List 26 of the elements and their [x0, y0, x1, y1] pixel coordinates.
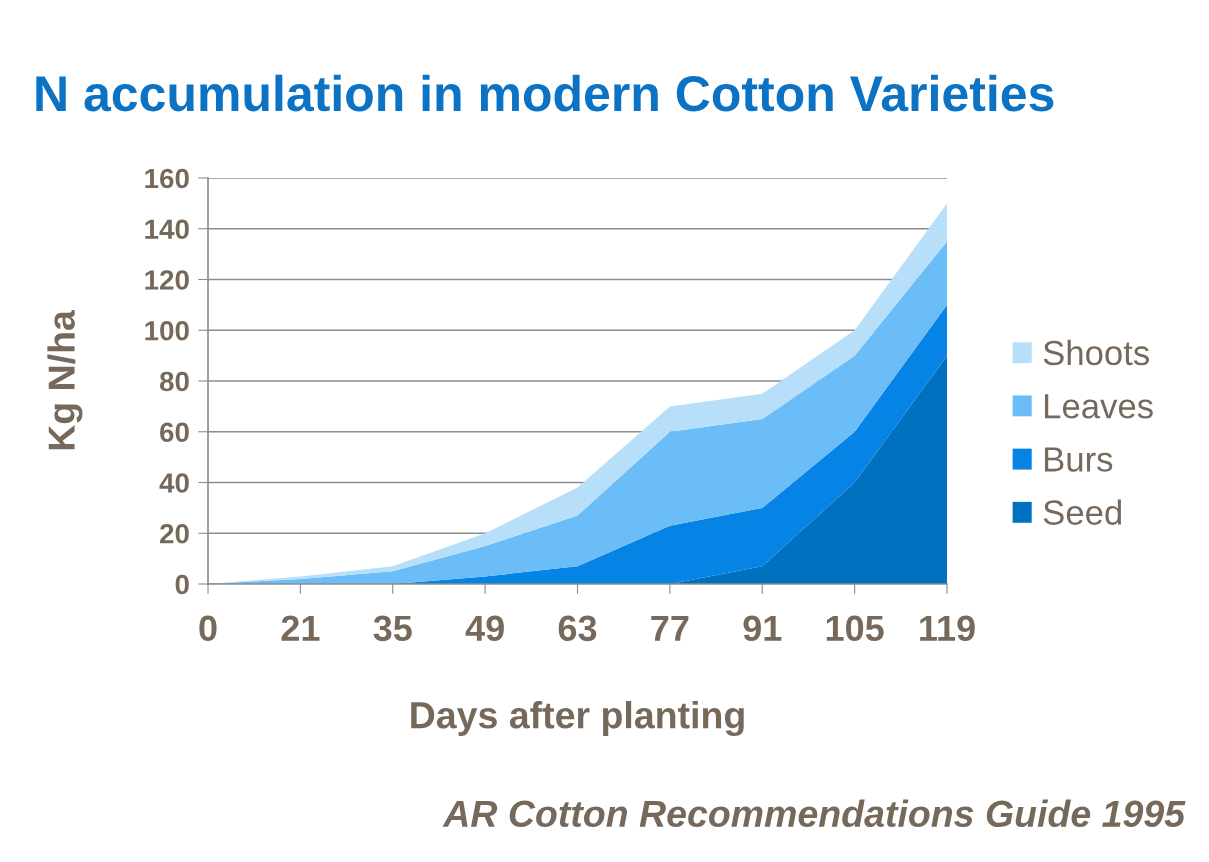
y-tick-label: 40 — [159, 473, 189, 493]
y-tick-label: 60 — [160, 422, 189, 443]
x-tick-label: 105 — [826, 615, 884, 642]
y-axis-title: Kg N/ha — [47, 309, 83, 450]
x-tick-label: 21 — [281, 615, 320, 641]
x-tick-label: 0 — [199, 615, 217, 642]
x-tick-label: 63 — [558, 615, 597, 642]
y-tick-label: 160 — [145, 168, 189, 189]
x-axis-title: Days after planting — [411, 701, 744, 737]
y-tick-label: 120 — [145, 270, 189, 290]
x-tick-label: 119 — [920, 615, 975, 642]
x-tick-label: 35 — [373, 615, 412, 642]
y-tick-label: 20 — [160, 523, 189, 544]
legend-label: Leaves — [1044, 394, 1153, 419]
x-tick-label: 49 — [465, 615, 504, 642]
x-tick-label: 77 — [651, 615, 689, 641]
legend-label: Burs — [1044, 447, 1113, 472]
legend-label: Shoots — [1043, 339, 1149, 366]
y-tick-label: 100 — [145, 320, 189, 341]
legend-label: Seed — [1043, 499, 1121, 525]
y-tick-label: 140 — [145, 219, 189, 240]
chart-title: N accumulation in modern Cotton Varieties — [36, 74, 1054, 112]
text: AR Cotton Recommendations Guide 1995 — [442, 799, 1186, 828]
y-tick-label: 80 — [159, 371, 189, 392]
y-tick-label: 0 — [175, 574, 189, 595]
x-tick-label: 91 — [743, 615, 782, 642]
